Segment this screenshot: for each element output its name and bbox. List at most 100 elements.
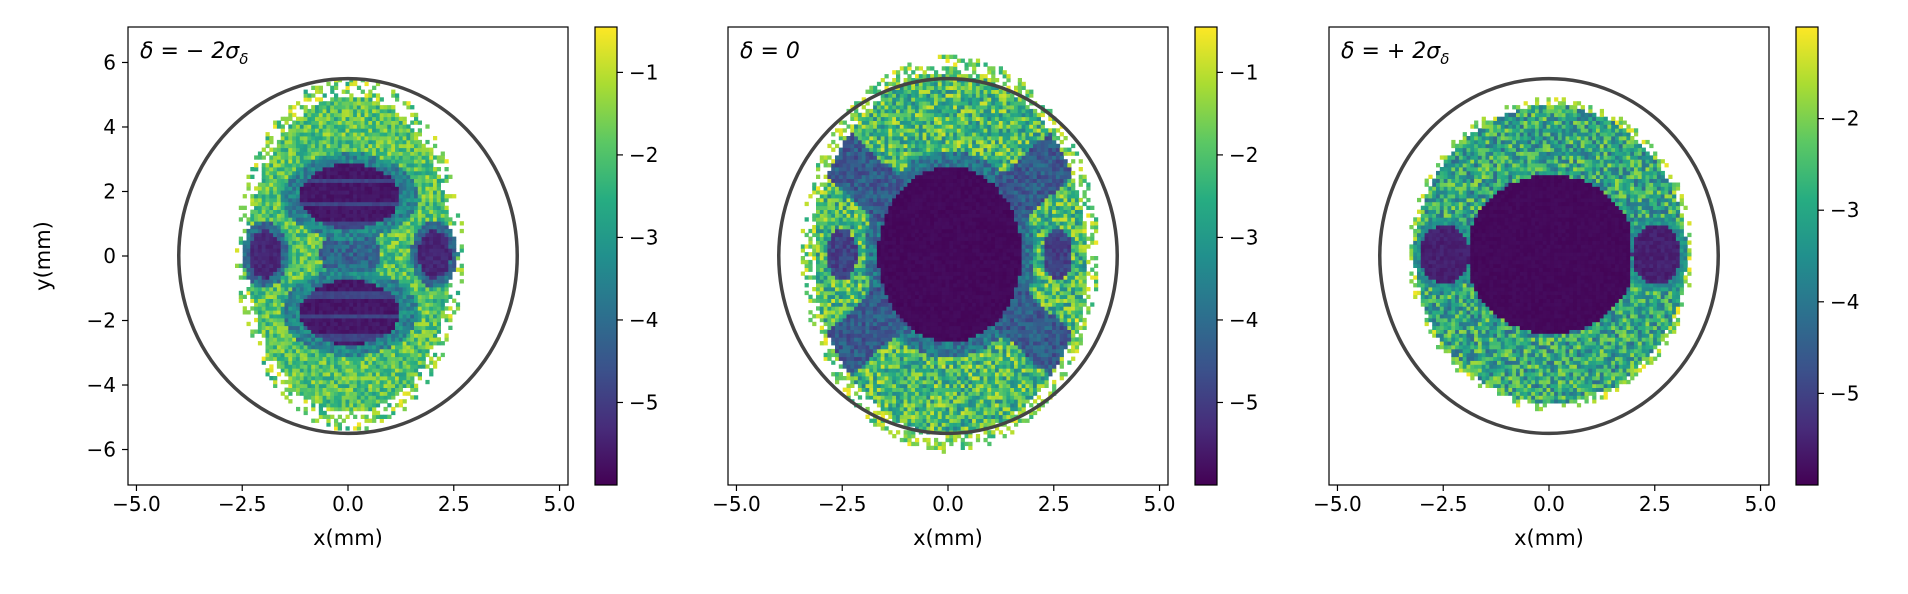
heatmap-cell [842,186,847,191]
heatmap-cell [318,287,323,292]
heatmap-cell [276,259,282,265]
heatmap-cell [880,294,885,299]
heatmap-cell [254,275,259,280]
heatmap-cell [440,287,445,292]
heatmap-cell [425,139,430,145]
heatmap-cell [303,136,308,141]
heatmap-cell [395,248,400,253]
heatmap-cell [827,287,832,292]
heatmap-cell [869,290,874,296]
heatmap-cell [269,139,274,145]
heatmap-cell [869,283,874,288]
heatmap-cell [307,225,312,230]
heatmap-cell [842,267,847,272]
heatmap-cell [421,263,426,268]
heatmap-cell [360,294,365,299]
heatmap-cell [296,190,301,195]
heatmap-cell [391,209,396,214]
heatmap-cell [873,422,878,427]
heatmap-cell [865,391,870,396]
heatmap-cell [854,240,859,245]
heatmap-cell [869,178,874,183]
heatmap-cell [360,259,365,265]
heatmap-cell [429,360,434,365]
heatmap-cell [379,108,384,114]
heatmap-cell [284,321,289,327]
heatmap-cell [425,178,430,183]
heatmap-cell [436,182,441,187]
heatmap-cell [402,256,407,261]
heatmap-cell [417,376,422,381]
heatmap-cell [284,197,289,203]
heatmap-cell [345,244,350,249]
heatmap-cell [375,279,381,284]
heatmap-cell [341,167,346,172]
heatmap-cell [869,360,874,365]
heatmap-cell [827,314,832,319]
heatmap-cell [368,317,373,323]
heatmap-cell [334,333,339,338]
heatmap-cell [326,201,331,207]
heatmap-cell [303,116,308,121]
heatmap-cell [288,267,293,272]
heatmap-cell [429,225,434,230]
heatmap-cell [869,248,874,253]
heatmap-cell [414,170,419,176]
heatmap-cell [857,232,863,238]
heatmap-cell [315,321,320,327]
heatmap-cell [873,132,878,137]
heatmap-cell [330,317,335,323]
heatmap-cell [299,147,304,152]
heatmap-cell [865,321,870,327]
heatmap-cell [869,259,874,265]
heatmap-cell [238,205,243,210]
heatmap-cell [375,190,381,195]
heatmap-cell [364,167,369,172]
heatmap-cell [288,321,293,327]
heatmap-cell [334,147,339,152]
heatmap-cell [842,228,847,234]
heatmap-cell [827,186,832,191]
heatmap-cell [379,132,384,137]
heatmap-cell [816,225,821,230]
heatmap-cell [330,120,335,125]
heatmap-cell [379,228,384,234]
heatmap-cell [345,147,350,152]
heatmap-cell [326,399,331,404]
heatmap-cell [341,395,346,400]
heatmap-cell [827,271,832,276]
heatmap-cell [349,225,354,230]
heatmap-cell [353,383,358,388]
heatmap-cell [429,314,434,319]
heatmap-cell [414,248,419,253]
heatmap-cell [869,341,874,346]
heatmap-cell [433,197,438,203]
heatmap-cell [850,232,855,238]
heatmap-cell [372,329,377,334]
heatmap-cell [433,167,438,172]
heatmap-cell [250,236,255,241]
heatmap-cell [341,124,346,129]
heatmap-cell [421,356,426,361]
heatmap-cell [356,194,362,199]
heatmap-cell [873,178,878,183]
x-tick-label: −5.0 [112,492,161,516]
heatmap-cell [296,201,301,207]
heatmap-cell [307,252,312,257]
heatmap-cell [356,108,362,114]
heatmap-cell [414,364,419,369]
heatmap-cell [273,124,278,129]
heatmap-cell [341,225,346,230]
heatmap-cell [368,178,373,183]
heatmap-cell [421,201,426,207]
heatmap-cell [417,143,422,149]
heatmap-cell [414,267,419,272]
heatmap-cell [391,182,396,187]
heatmap-cell [318,283,323,288]
heatmap-cell [299,128,304,133]
heatmap-cell [865,163,870,168]
heatmap-cell [296,372,301,377]
heatmap-cell [861,217,866,222]
heatmap-cell [368,248,373,253]
heatmap-cell [375,325,381,330]
